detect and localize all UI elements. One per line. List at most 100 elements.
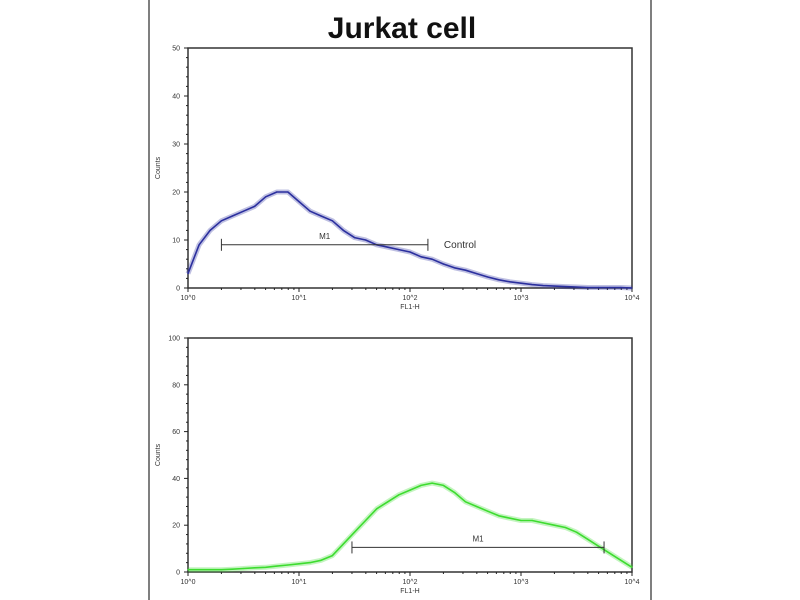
data-point — [475, 505, 478, 508]
histogram-panel-2: 0 20 40 60 80 100 10^0 10^1 10^2 10^3 10^4 FL1-H Cou… — [155, 336, 640, 596]
data-point — [276, 565, 278, 567]
data-point — [509, 517, 511, 519]
data-point — [553, 524, 555, 526]
y-tick-label: 20 — [172, 190, 180, 197]
y-tick-label: 40 — [172, 94, 180, 101]
x-tick-label: 10^4 — [625, 579, 640, 586]
data-point — [586, 538, 589, 540]
data-point — [298, 201, 300, 203]
data-point — [520, 519, 522, 522]
x-tick-label: 10^3 — [514, 579, 529, 586]
data-point — [409, 489, 411, 491]
plot-area — [187, 47, 633, 289]
y-tick-label: 0 — [176, 570, 180, 577]
data-point — [342, 543, 344, 545]
data-point — [331, 220, 334, 222]
data-point — [598, 545, 600, 547]
data-point — [620, 286, 622, 289]
data-point — [464, 269, 467, 271]
data-point — [609, 286, 611, 289]
data-point — [598, 286, 600, 289]
data-point — [220, 220, 223, 222]
data-point — [420, 484, 422, 487]
data-point — [253, 567, 256, 569]
data-point — [187, 569, 189, 571]
data-point — [487, 510, 489, 512]
data-point — [631, 566, 633, 568]
data-point — [475, 273, 478, 275]
data-point — [320, 559, 322, 561]
y-tick-label: 80 — [172, 382, 180, 389]
data-point — [376, 508, 378, 510]
data-point — [353, 531, 356, 533]
data-point — [564, 285, 567, 288]
y-axis-label: Counts — [155, 156, 162, 179]
data-point — [442, 484, 445, 487]
data-point — [575, 531, 578, 533]
x-tick-label: 10^4 — [625, 295, 640, 302]
y-tick-label: 0 — [176, 286, 180, 293]
data-point — [542, 522, 544, 524]
data-point — [265, 196, 267, 198]
data-point — [198, 244, 200, 246]
data-point — [464, 501, 467, 503]
data-point — [575, 286, 578, 288]
data-point — [453, 267, 455, 269]
panels: 0 10 20 30 40 50 10^0 10^1 10^2 10^3 10^4 FL1-H Coun… — [155, 46, 640, 596]
data-point — [398, 494, 400, 496]
data-point — [287, 191, 289, 193]
data-point — [187, 273, 189, 275]
x-tick-label: 10^3 — [514, 295, 529, 302]
data-point — [453, 491, 455, 494]
data-point — [442, 263, 445, 265]
data-point — [531, 284, 533, 286]
x-axis-label: FL1-H — [400, 304, 419, 311]
data-point — [387, 246, 389, 248]
data-point — [531, 519, 533, 522]
x-tick-label: 10^0 — [181, 579, 196, 586]
data-point — [498, 515, 500, 517]
x-tick-label: 10^2 — [403, 579, 418, 586]
y-tick-label: 100 — [168, 336, 180, 343]
y-tick-label: 30 — [172, 142, 180, 149]
data-point — [231, 215, 233, 217]
data-point — [220, 569, 223, 571]
data-point — [620, 559, 622, 561]
data-point — [320, 215, 322, 217]
data-point — [253, 205, 256, 207]
data-point — [198, 569, 200, 571]
plot-area — [187, 337, 633, 573]
data-point — [409, 251, 411, 253]
x-tick-label: 10^2 — [403, 295, 418, 302]
x-axis-label: FL1-H — [400, 588, 419, 595]
data-point — [276, 191, 278, 193]
data-point — [231, 568, 233, 570]
data-point — [553, 285, 555, 287]
x-tick-label: 10^1 — [292, 295, 307, 302]
data-point — [298, 563, 300, 565]
data-point — [398, 249, 400, 251]
series-annotation-control: Control — [444, 240, 476, 251]
y-tick-label: 60 — [172, 429, 180, 436]
data-point — [609, 552, 611, 554]
gate-m1-label: M1 — [472, 534, 484, 543]
data-point — [520, 282, 522, 284]
data-point — [331, 555, 334, 557]
data-point — [209, 229, 211, 231]
data-point — [431, 258, 433, 260]
data-point — [287, 564, 289, 566]
data-point — [364, 519, 367, 522]
y-tick-label: 40 — [172, 476, 180, 483]
x-tick-label: 10^0 — [181, 295, 196, 302]
data-point — [542, 285, 544, 287]
data-point — [242, 567, 245, 570]
data-point — [387, 501, 389, 503]
data-point — [631, 287, 633, 289]
data-point — [564, 526, 567, 529]
gate-m1-label: M1 — [319, 232, 331, 241]
y-tick-label: 10 — [172, 238, 180, 245]
data-point — [509, 281, 511, 283]
y-axis-label: Counts — [155, 443, 162, 466]
data-point — [209, 569, 211, 571]
